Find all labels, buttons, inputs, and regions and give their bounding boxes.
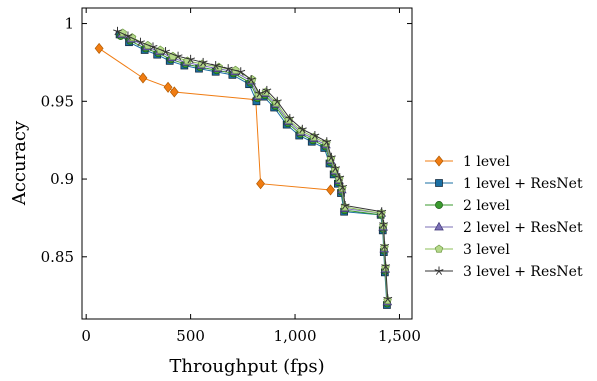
series-3-level	[118, 28, 392, 304]
data-point	[322, 137, 332, 146]
y-tick-label: 0.85	[41, 248, 74, 266]
data-point	[338, 182, 348, 191]
legend-label: 3 level	[463, 242, 510, 258]
data-point	[297, 124, 307, 134]
data-point	[123, 31, 133, 40]
data-point	[186, 54, 196, 64]
data-point	[136, 37, 145, 47]
legend-label: 2 level	[463, 198, 510, 214]
data-point	[272, 96, 282, 106]
data-point	[331, 163, 340, 173]
legend-marker	[435, 201, 443, 209]
data-point	[326, 152, 336, 162]
legend-item: 3 level + ResNet	[425, 264, 583, 280]
series-line	[122, 32, 389, 301]
data-point	[161, 47, 170, 56]
data-point	[231, 65, 240, 74]
legend-label: 1 level	[463, 154, 510, 170]
series-line	[119, 34, 388, 306]
data-point	[380, 241, 390, 250]
legend-marker	[434, 244, 444, 253]
y-axis-ticks: 0.85 0.9 0.95 1	[41, 15, 412, 266]
data-point	[383, 294, 393, 303]
series-line	[117, 30, 389, 299]
legend-marker	[434, 266, 444, 275]
data-point	[335, 172, 345, 182]
data-point	[285, 113, 295, 123]
data-point	[377, 207, 387, 216]
data-point	[236, 67, 246, 76]
data-point	[198, 57, 208, 67]
data-point	[256, 178, 266, 190]
data-point	[255, 89, 264, 98]
data-point	[169, 86, 179, 98]
series-2-level-resnet	[116, 29, 393, 306]
data-point	[211, 61, 221, 70]
legend-label: 3 level + ResNet	[463, 264, 583, 280]
legend-marker	[434, 155, 444, 167]
data-point	[381, 261, 391, 271]
y-tick-label: 0.95	[41, 92, 74, 110]
data-point	[148, 42, 158, 51]
legend-label: 1 level + ResNet	[463, 176, 583, 192]
legend-item: 2 level	[425, 198, 510, 214]
legend-item: 3 level	[425, 242, 510, 258]
data-point	[246, 75, 256, 84]
y-tick-label: 0.9	[50, 170, 74, 188]
data-point	[138, 72, 148, 84]
y-axis-title: Accuracy	[9, 120, 30, 206]
data-point	[379, 219, 389, 229]
y-tick-label: 1	[64, 15, 74, 33]
legend-marker	[435, 179, 443, 187]
x-tick-label: 1,500	[378, 327, 421, 345]
x-tick-label: 500	[176, 327, 205, 345]
series-line	[120, 35, 388, 304]
data-point	[310, 131, 320, 140]
x-tick-label: 1,000	[274, 327, 317, 345]
series-2-level	[116, 32, 392, 308]
legend-item: 2 level + ResNet	[425, 220, 583, 236]
x-axis-title: Throughput (fps)	[169, 356, 324, 377]
legend-label: 2 level + ResNet	[463, 220, 583, 236]
data-point	[223, 64, 233, 73]
legend-marker	[434, 221, 444, 231]
data-point	[326, 184, 335, 196]
data-point	[262, 85, 272, 95]
series-line	[121, 33, 388, 302]
series-3-level-resnet	[113, 26, 393, 303]
data-point	[113, 26, 122, 36]
legend: 1 level 1 level + ResNet 2 level 2 level + …	[425, 154, 583, 280]
series-1-level-resnet	[115, 30, 391, 309]
series-layer	[94, 26, 393, 309]
plot-frame	[81, 7, 413, 320]
data-point	[173, 51, 183, 61]
legend-item: 1 level + ResNet	[425, 176, 583, 192]
x-axis-ticks: 0 500 1,000 1,500	[81, 8, 421, 345]
x-tick-label: 0	[81, 327, 91, 345]
data-point	[94, 42, 104, 54]
legend-item: 1 level	[425, 154, 510, 170]
data-point	[340, 200, 350, 210]
data-point	[163, 81, 173, 93]
